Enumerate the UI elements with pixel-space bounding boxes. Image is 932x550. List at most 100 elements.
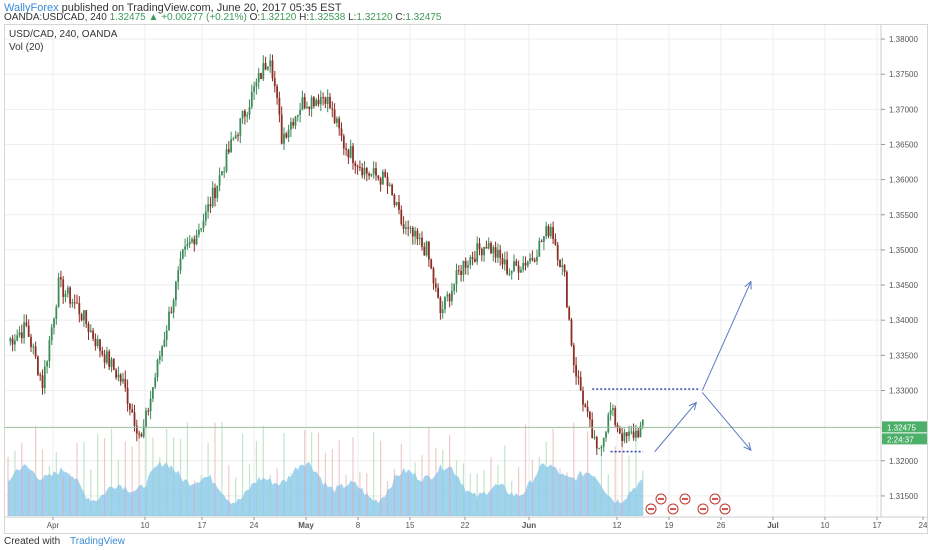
- candle: [497, 249, 499, 258]
- candle: [345, 148, 347, 150]
- volume-bar: [421, 455, 423, 516]
- volume-bar: [255, 441, 257, 516]
- price-tick-label: 1.36000: [889, 176, 918, 185]
- volume-bar: [559, 467, 561, 516]
- price-tick-label: 1.33000: [889, 386, 918, 395]
- candle: [135, 425, 138, 434]
- time-tick-label: 10: [141, 521, 150, 530]
- candle: [572, 345, 575, 366]
- candle: [108, 351, 111, 367]
- price-chart[interactable]: 1.38000 1.37500 1.37000 1.36500 1.36000 1.355…: [5, 25, 928, 533]
- candle: [53, 318, 55, 328]
- candle: [641, 419, 644, 426]
- candle: [232, 138, 235, 140]
- candle: [476, 243, 479, 262]
- volume-bar: [518, 467, 520, 516]
- candle: [237, 135, 239, 137]
- candle: [589, 411, 591, 420]
- candle: [543, 236, 545, 242]
- volume-bar: [600, 455, 602, 516]
- candle: [285, 133, 288, 138]
- candle: [418, 237, 421, 240]
- candle: [292, 122, 295, 126]
- flag-stripe-icon: [648, 508, 654, 510]
- volume-bar: [497, 464, 499, 516]
- price-tick-label: 1.37000: [889, 105, 918, 114]
- high-label: H:: [299, 12, 310, 23]
- candle: [101, 350, 104, 355]
- volume-bar: [83, 441, 85, 516]
- volume-bar: [462, 463, 464, 516]
- publish-line: WallyForex published on TradingView.com,…: [4, 1, 342, 15]
- symbol-label: OANDA:USDCAD, 240: [4, 12, 107, 23]
- candle: [140, 434, 143, 437]
- candle: [501, 258, 504, 265]
- candle: [200, 228, 203, 230]
- volume-bar: [524, 424, 527, 516]
- candle: [554, 238, 557, 245]
- volume-bar: [145, 426, 147, 516]
- time-tick-label: Apr: [47, 521, 60, 530]
- candle: [322, 97, 324, 99]
- volume-bar: [380, 440, 382, 516]
- candle: [529, 258, 531, 262]
- countdown-tag: [882, 433, 927, 445]
- current-price-tag-text: 1.32475: [887, 423, 916, 432]
- candle: [439, 297, 442, 314]
- candle: [186, 244, 189, 247]
- volume-bar: [21, 443, 23, 516]
- candle: [391, 184, 393, 195]
- volume-bar: [393, 468, 395, 516]
- candle: [218, 175, 221, 186]
- candle: [503, 259, 506, 265]
- open-label: O:: [249, 12, 261, 23]
- flag-stripe-icon: [722, 508, 728, 510]
- candle: [313, 97, 315, 107]
- candle: [416, 230, 419, 240]
- volume-bar: [35, 426, 37, 516]
- candle: [92, 330, 94, 339]
- candle: [315, 99, 318, 107]
- low-label: L:: [348, 12, 357, 23]
- candle: [563, 265, 566, 272]
- candle: [149, 398, 152, 412]
- chart-pane[interactable]: 1.38000 1.37500 1.37000 1.36500 1.36000 1.355…: [4, 24, 928, 534]
- candle: [264, 63, 267, 70]
- volume-bar: [290, 472, 292, 516]
- volume-bar: [152, 437, 154, 516]
- candle: [25, 322, 28, 326]
- candle: [336, 118, 338, 123]
- candle: [78, 303, 81, 315]
- candle: [598, 448, 600, 450]
- candle: [490, 242, 492, 254]
- candle: [605, 432, 607, 438]
- volume-bar: [124, 441, 126, 516]
- volume-bar: [607, 474, 609, 516]
- candle: [623, 432, 626, 441]
- candle: [600, 446, 603, 449]
- grid-lines: [5, 25, 881, 517]
- close-value: 1.32475: [405, 12, 442, 23]
- candle: [301, 97, 304, 110]
- last-price: 1.32475: [109, 12, 146, 23]
- candle: [326, 96, 329, 104]
- candle: [241, 110, 244, 119]
- candle: [165, 330, 168, 340]
- candle: [20, 332, 23, 339]
- candle: [549, 226, 552, 237]
- candle: [480, 248, 483, 256]
- tradingview-logo-link[interactable]: TradingView: [70, 536, 126, 547]
- candle: [487, 242, 490, 249]
- candle: [188, 241, 191, 245]
- candle: [342, 135, 345, 149]
- candle: [163, 339, 166, 347]
- author-link[interactable]: WallyForex: [4, 2, 59, 14]
- candle: [248, 106, 251, 115]
- candle: [464, 260, 467, 268]
- volume-bar: [242, 433, 244, 516]
- candle: [607, 414, 610, 433]
- candle: [37, 356, 39, 375]
- candle: [18, 332, 21, 336]
- candle: [94, 338, 97, 346]
- candle: [299, 109, 301, 115]
